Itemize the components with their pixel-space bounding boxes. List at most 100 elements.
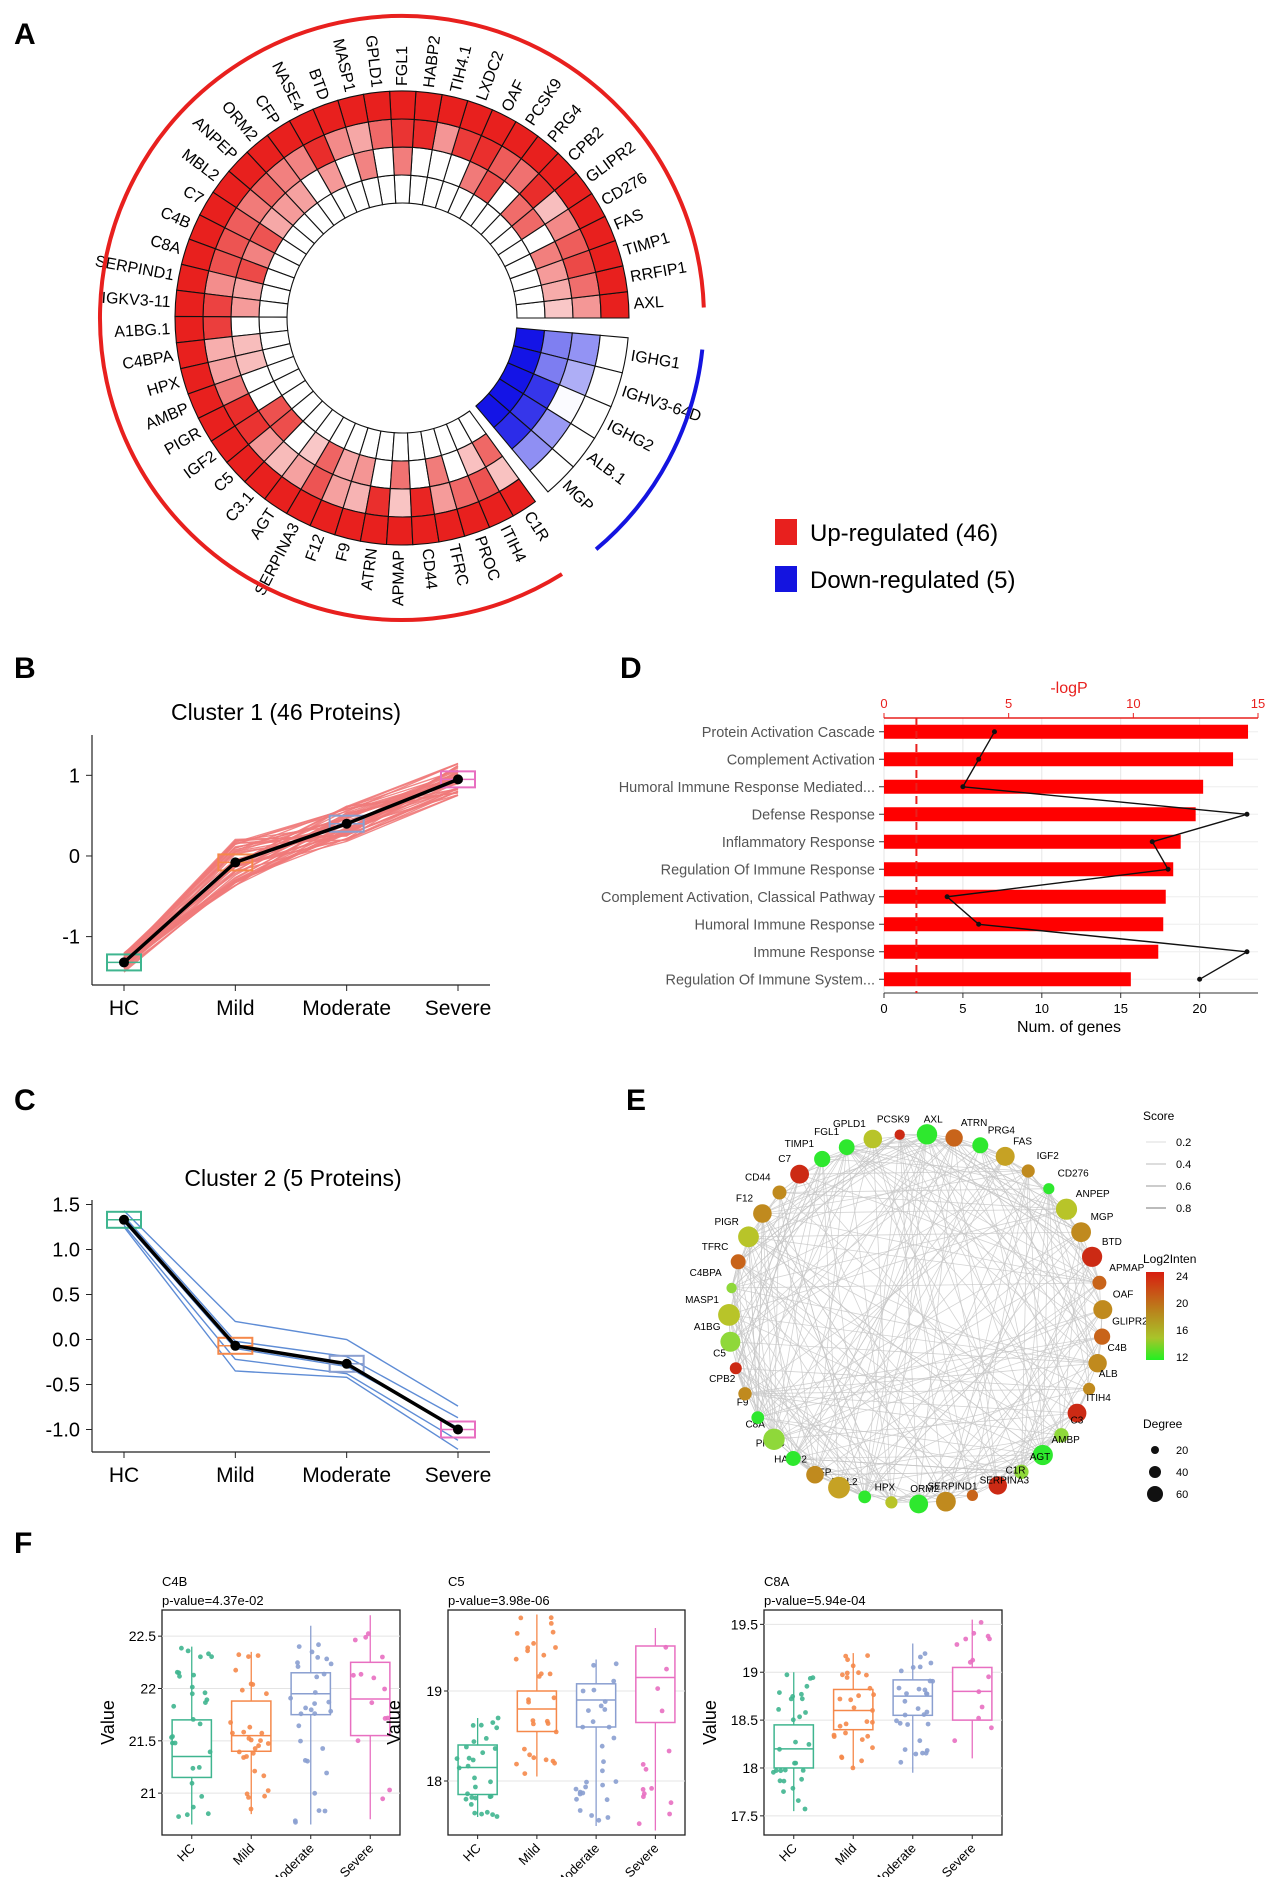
profile-line (123, 781, 459, 956)
jitter-point (189, 1691, 195, 1697)
profile-line (123, 794, 459, 965)
boxplot-panels: C4B p-value=4.37e-02 21 21.5 22 22.5 Value HC Mi… (98, 1574, 1003, 1877)
jitter-point (843, 1721, 849, 1727)
bar (884, 752, 1234, 767)
jitter-point (553, 1645, 558, 1650)
gene-label: ALB.1 (584, 449, 629, 489)
heatmap-cell (498, 478, 537, 517)
heatmap-cell (520, 135, 559, 175)
heatmap-cell (588, 239, 624, 273)
jitter-point (371, 1675, 377, 1681)
jitter-point (590, 1719, 596, 1725)
heatmap-cell (599, 291, 630, 319)
jitter-point (839, 1755, 845, 1761)
edge (730, 1146, 848, 1343)
box (951, 1666, 993, 1721)
jitter-point (246, 1795, 251, 1800)
edge (899, 1134, 947, 1502)
panel-label-a: A (14, 18, 36, 51)
degree-legend-value: 60 (1176, 1489, 1188, 1501)
edge (744, 1393, 1078, 1414)
jitter-point (989, 1725, 994, 1731)
jitter-point (369, 1700, 375, 1706)
jitter-point (513, 1656, 519, 1662)
jitter-point (365, 1631, 371, 1637)
edge (979, 1145, 1078, 1414)
jitter-point (851, 1705, 857, 1711)
jitter-point (230, 1730, 235, 1736)
network-node (1055, 1198, 1078, 1220)
jitter-point (802, 1806, 808, 1812)
y-tick-label: 18 (426, 1773, 442, 1789)
jitter-point (807, 1676, 813, 1681)
node-label: FAS (1013, 1136, 1032, 1147)
gene-label: FGL1 (394, 46, 411, 86)
bar (884, 834, 1181, 849)
edge (1004, 1156, 1098, 1364)
edge (822, 1158, 1029, 1172)
jitter-point (806, 1742, 812, 1747)
jitter-point (464, 1744, 469, 1750)
heatmap-cell (226, 443, 265, 483)
x-tick-label: HC (109, 997, 139, 1020)
jitter-point (463, 1796, 469, 1802)
heatmap-cell (478, 490, 515, 529)
jitter-point (233, 1667, 239, 1673)
network-node (966, 1489, 979, 1501)
jitter-point (902, 1698, 908, 1704)
edge (779, 1192, 866, 1498)
x-tick-label: Severe (425, 1464, 492, 1487)
node-label: BTD (1102, 1237, 1122, 1248)
jitter-point (864, 1719, 870, 1724)
edge (1021, 1188, 1050, 1472)
jitter-point (518, 1615, 524, 1621)
jitter-point (228, 1720, 234, 1725)
jitter-point (358, 1671, 364, 1677)
jitter-point (954, 1642, 960, 1647)
jitter-point (312, 1701, 317, 1706)
jitter-point (387, 1787, 392, 1793)
jitter-point (316, 1642, 321, 1648)
edge (773, 1309, 1103, 1440)
x-tick-label: Mild (216, 1464, 255, 1487)
heatmap-cell (433, 508, 466, 543)
heatmap-cell (230, 296, 261, 318)
network-node (790, 1164, 809, 1184)
node-label: IGF2 (1037, 1151, 1060, 1162)
jitter-point (547, 1671, 553, 1677)
jitter-point (577, 1791, 583, 1797)
y-axis-label: Value (700, 1700, 720, 1745)
category-label: Humoral Immune Response Mediated... (619, 780, 875, 796)
legend-up-label: Up-regulated (46) (810, 520, 998, 547)
boxplot-pvalue: p-value=3.98e-06 (448, 1593, 550, 1608)
bar (884, 862, 1174, 877)
edge (864, 1145, 981, 1498)
edge (737, 1261, 746, 1394)
edge (731, 1213, 763, 1289)
bottom-tick-label: 10 (1035, 1001, 1049, 1016)
jitter-point (659, 1708, 665, 1714)
jitter-point (172, 1740, 178, 1746)
boxplot-title: C4B (162, 1574, 187, 1589)
edge (891, 1412, 1078, 1503)
node-label: PRG4 (988, 1125, 1016, 1136)
jitter-point (611, 1678, 617, 1684)
jitter-point (870, 1719, 875, 1725)
y-tick-label: 0.5 (52, 1285, 80, 1307)
node-label: GLIPR2 (1112, 1317, 1148, 1328)
jitter-point (664, 1666, 669, 1672)
edge (899, 1134, 1062, 1436)
jitter-point (897, 1720, 903, 1726)
panel-label-b: B (14, 652, 36, 685)
network-node (751, 1411, 765, 1424)
edge (735, 1367, 1090, 1390)
jitter-point (207, 1749, 213, 1755)
gene-label: TFRC (445, 542, 471, 587)
jitter-point (241, 1729, 247, 1735)
jitter-point (465, 1763, 471, 1769)
jitter-point (986, 1674, 991, 1680)
jitter-point (490, 1812, 495, 1817)
jitter-point (902, 1747, 908, 1752)
gene-label: BTD (305, 67, 332, 103)
jitter-point (976, 1689, 982, 1695)
